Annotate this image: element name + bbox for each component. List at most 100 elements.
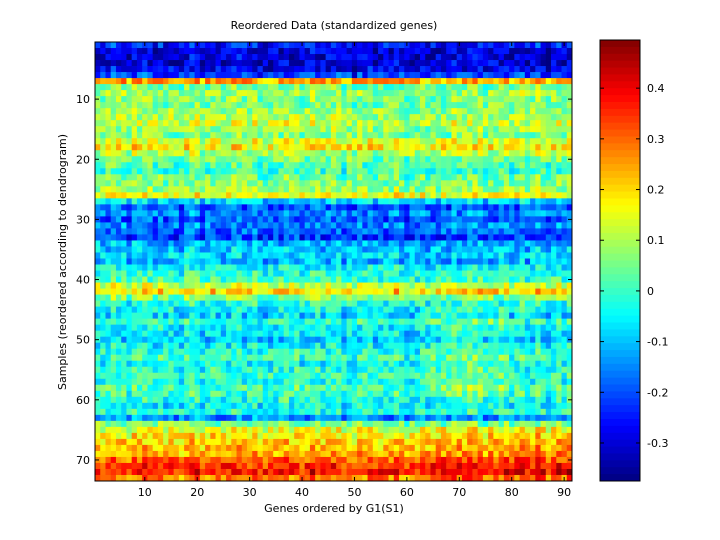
- heatmap-cell: [472, 354, 479, 362]
- heatmap-cell: [157, 54, 164, 61]
- heatmap-cell: [378, 312, 384, 320]
- heatmap-cell: [257, 336, 264, 344]
- heatmap-cell: [378, 246, 384, 253]
- heatmap-cell: [294, 246, 300, 253]
- heatmap-cell: [341, 42, 348, 49]
- heatmap-cell: [178, 300, 185, 308]
- heatmap-cell: [467, 180, 473, 187]
- heatmap-cell: [493, 366, 500, 374]
- heatmap-cell: [378, 60, 384, 67]
- heatmap-cell: [419, 96, 426, 103]
- heatmap-cell: [95, 240, 101, 247]
- heatmap-cell: [341, 222, 348, 229]
- heatmap-cell: [273, 72, 279, 79]
- heatmap-cell: [315, 60, 321, 67]
- heatmap-cell: [247, 96, 253, 103]
- heatmap-cell: [231, 264, 237, 271]
- heatmap-cell: [351, 138, 358, 145]
- heatmap-cell: [273, 336, 279, 344]
- heatmap-cell: [215, 168, 222, 175]
- heatmap-cell: [425, 84, 431, 91]
- heatmap-cell: [110, 264, 117, 271]
- heatmap-cell: [346, 78, 353, 85]
- heatmap-cell: [351, 294, 358, 301]
- heatmap-cell: [556, 258, 562, 265]
- heatmap-cell: [498, 54, 505, 61]
- heatmap-cell: [288, 66, 295, 73]
- heatmap-cell: [315, 354, 321, 362]
- heatmap-cell: [388, 264, 395, 271]
- heatmap-cell: [419, 48, 426, 55]
- heatmap-cell: [367, 66, 374, 73]
- heatmap-cell: [267, 114, 274, 121]
- heatmap-cell: [210, 252, 216, 259]
- heatmap-cell: [404, 156, 410, 163]
- heatmap-cell: [482, 366, 489, 374]
- heatmap-cell: [231, 354, 237, 362]
- heatmap-cell: [178, 360, 185, 368]
- heatmap-cell: [194, 216, 201, 223]
- heatmap-cell: [100, 354, 106, 362]
- heatmap-cell: [247, 132, 253, 139]
- heatmap-cell: [226, 306, 232, 314]
- heatmap-cell: [309, 102, 316, 109]
- heatmap-cell: [566, 42, 573, 49]
- heatmap-cell: [142, 258, 148, 265]
- heatmap-cell: [273, 78, 279, 85]
- heatmap-cell: [184, 102, 190, 109]
- heatmap-cell: [294, 294, 300, 301]
- heatmap-cell: [163, 54, 169, 61]
- heatmap-cell: [509, 78, 515, 85]
- heatmap-cell: [419, 204, 426, 211]
- heatmap-cell: [205, 312, 211, 320]
- heatmap-cell: [482, 258, 489, 265]
- heatmap-cell: [121, 60, 127, 67]
- heatmap-cell: [194, 318, 201, 326]
- heatmap-cell: [110, 78, 117, 85]
- heatmap-cell: [409, 336, 416, 344]
- heatmap-cell: [409, 210, 416, 217]
- heatmap-cell: [226, 360, 232, 368]
- heatmap-cell: [105, 312, 112, 320]
- heatmap-cell: [330, 102, 337, 109]
- heatmap-cell: [278, 222, 285, 229]
- heatmap-cell: [283, 168, 290, 175]
- heatmap-cell: [388, 198, 395, 205]
- heatmap-cell: [362, 204, 368, 211]
- heatmap-cell: [440, 144, 447, 151]
- heatmap-cell: [540, 240, 547, 247]
- heatmap-cell: [205, 192, 211, 199]
- heatmap-cell: [131, 348, 138, 356]
- heatmap-cell: [288, 84, 295, 91]
- heatmap-cell: [393, 228, 400, 235]
- heatmap-cell: [404, 216, 410, 223]
- heatmap-cell: [325, 210, 332, 217]
- heatmap-cell: [288, 198, 295, 205]
- heatmap-cell: [456, 252, 463, 259]
- heatmap-cell: [247, 48, 253, 55]
- heatmap-cell: [482, 198, 489, 205]
- heatmap-cell: [451, 294, 458, 301]
- heatmap-cell: [362, 354, 368, 362]
- heatmap-cell: [430, 120, 437, 127]
- heatmap-cell: [388, 150, 395, 157]
- heatmap-cell: [157, 252, 164, 259]
- heatmap-cell: [535, 324, 541, 332]
- heatmap-cell: [95, 144, 101, 151]
- heatmap-cell: [252, 84, 258, 91]
- heatmap-cell: [435, 270, 442, 277]
- heatmap-cell: [341, 330, 348, 338]
- heatmap-cell: [189, 150, 195, 157]
- heatmap-cell: [503, 198, 510, 205]
- heatmap-cell: [199, 222, 206, 229]
- heatmap-cell: [105, 150, 112, 157]
- heatmap-cell: [210, 192, 216, 199]
- heatmap-cell: [194, 354, 201, 362]
- heatmap-cell: [273, 204, 279, 211]
- heatmap-cell: [95, 180, 101, 187]
- heatmap-cell: [247, 312, 253, 320]
- heatmap-cell: [556, 186, 562, 193]
- heatmap-cell: [498, 342, 505, 350]
- heatmap-cell: [294, 306, 300, 314]
- heatmap-cell: [414, 210, 421, 217]
